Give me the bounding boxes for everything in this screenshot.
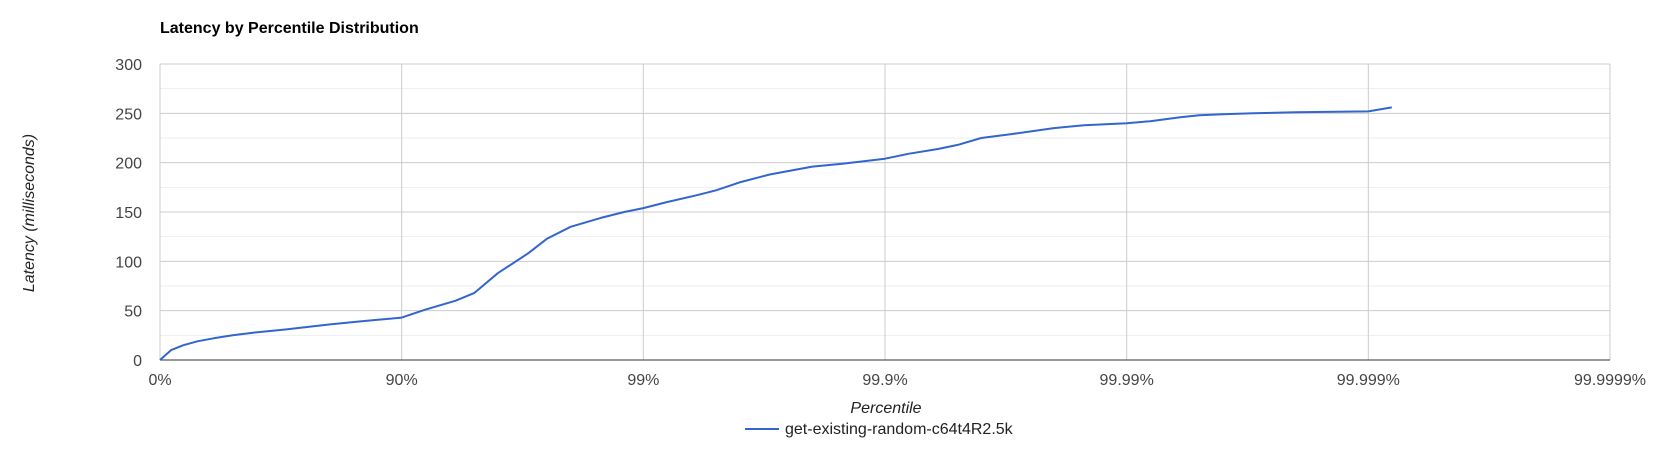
gridlines <box>159 63 1611 361</box>
series-line <box>159 106 1392 361</box>
y-axis-ticks: 0 50 100 150 200 250 300 <box>115 57 142 370</box>
y-tick-label: 300 <box>115 57 142 74</box>
x-tick-label: 99.999% <box>1337 372 1400 389</box>
x-tick-label: 99.9% <box>862 372 907 389</box>
x-tick-label: 99.9999% <box>1574 372 1646 389</box>
x-axis-ticks: 0% 90% 99% 99.9% 99.99% 99.999% 99.9999% <box>148 372 1646 389</box>
x-tick-label: 99.99% <box>1100 372 1154 389</box>
series-lines <box>159 106 1392 361</box>
y-tick-label: 200 <box>115 156 142 173</box>
legend: get-existing-random-c64t4R2.5k <box>745 421 1014 438</box>
x-tick-label: 90% <box>386 372 418 389</box>
y-tick-label: 150 <box>115 205 142 222</box>
x-tick-label: 0% <box>148 372 171 389</box>
y-tick-label: 0 <box>133 353 142 370</box>
x-tick-label: 99% <box>627 372 659 389</box>
x-axis-label: Percentile <box>850 400 921 417</box>
chart-title: Latency by Percentile Distribution <box>160 20 419 37</box>
y-tick-label: 250 <box>115 106 142 123</box>
y-tick-label: 50 <box>124 304 142 321</box>
y-axis-label: Latency (milliseconds) <box>21 134 38 292</box>
legend-label: get-existing-random-c64t4R2.5k <box>785 421 1014 438</box>
y-tick-label: 100 <box>115 254 142 271</box>
